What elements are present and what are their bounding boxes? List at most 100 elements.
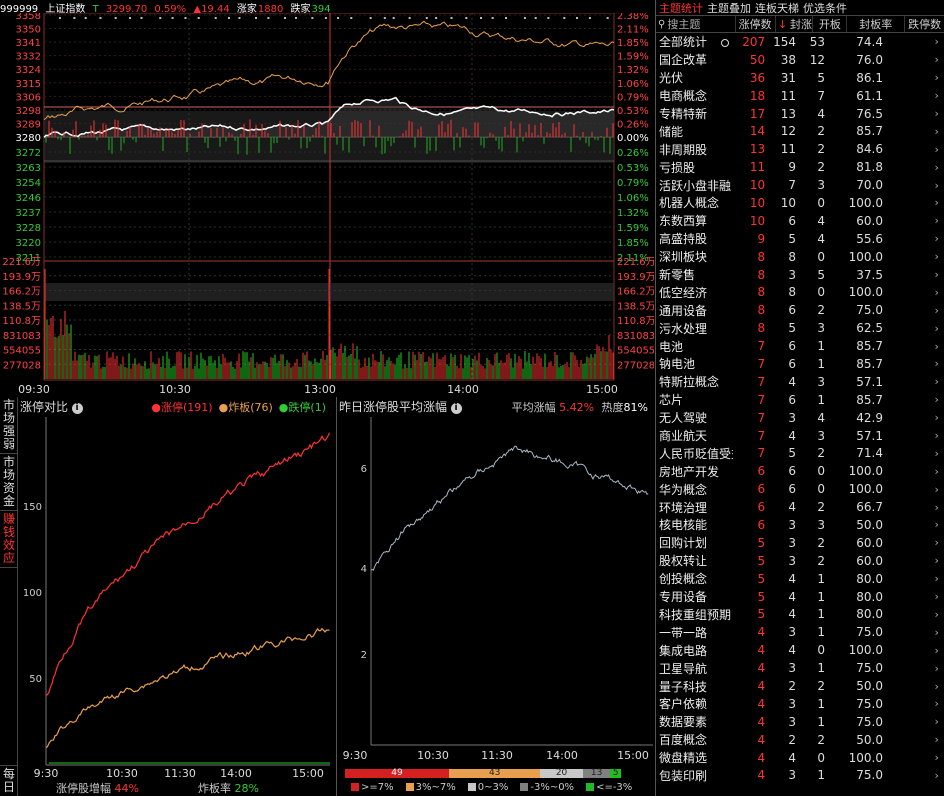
chevron-right-icon[interactable]: › xyxy=(934,643,939,657)
chevron-right-icon[interactable]: › xyxy=(934,53,939,67)
col-limit-up-count[interactable]: 涨停数 xyxy=(736,16,776,32)
theme-row[interactable]: 专用设备 5 4 1 80.0 › xyxy=(656,588,944,606)
theme-row[interactable]: 客户依赖 4 3 1 75.0 › xyxy=(656,695,944,713)
theme-row[interactable]: 机器人概念 10 10 0 100.0 › xyxy=(656,194,944,212)
theme-row[interactable]: 东数西算 10 6 4 60.0 › xyxy=(656,212,944,230)
chevron-right-icon[interactable]: › xyxy=(934,214,939,228)
chevron-right-icon[interactable]: › xyxy=(934,607,939,621)
theme-row[interactable]: 芯片 7 6 1 85.7 › xyxy=(656,391,944,409)
chevron-right-icon[interactable]: › xyxy=(934,196,939,210)
theme-row[interactable]: 量子科技 4 2 2 50.0 › xyxy=(656,677,944,695)
side-tab-daily[interactable]: 每日 xyxy=(0,765,18,796)
theme-row[interactable]: 光伏 36 31 5 86.1 › xyxy=(656,69,944,87)
theme-row[interactable]: 股权转让 5 3 2 60.0 › xyxy=(656,552,944,570)
chevron-right-icon[interactable]: › xyxy=(934,536,939,550)
theme-row[interactable]: 卫星导航 4 3 1 75.0 › xyxy=(656,659,944,677)
theme-row[interactable]: 华为概念 6 6 0 100.0 › xyxy=(656,480,944,498)
chevron-right-icon[interactable]: › xyxy=(934,500,939,514)
chevron-right-icon[interactable]: › xyxy=(934,268,939,282)
side-tab-market-funds[interactable]: 市场资金 xyxy=(0,454,18,511)
chevron-right-icon[interactable]: › xyxy=(934,321,939,335)
legend-broken[interactable]: ●炸板(76) xyxy=(219,401,273,414)
theme-row[interactable]: 污水处理 8 5 3 62.5 › xyxy=(656,319,944,337)
theme-row[interactable]: 低空经济 8 8 0 100.0 › xyxy=(656,283,944,301)
col-sealed[interactable]: 封涨 xyxy=(790,16,814,32)
legend-limit-up[interactable]: ●涨停(191) xyxy=(151,401,212,414)
theme-row[interactable]: 亏损股 11 9 2 81.8 › xyxy=(656,158,944,176)
chevron-right-icon[interactable]: › xyxy=(934,339,939,353)
tab-board-ladder[interactable]: 连板天梯 xyxy=(755,2,799,15)
theme-row[interactable]: 百度概念 4 2 2 50.0 › xyxy=(656,731,944,749)
theme-row[interactable]: 全部统计 207 154 53 74.4 › xyxy=(656,33,944,51)
theme-row[interactable]: 创投概念 5 4 1 80.0 › xyxy=(656,570,944,588)
col-opened[interactable]: 开板 xyxy=(813,16,848,32)
chevron-right-icon[interactable]: › xyxy=(934,768,939,782)
theme-row[interactable]: 无人驾驶 7 3 4 42.9 › xyxy=(656,409,944,427)
chevron-right-icon[interactable]: › xyxy=(934,446,939,460)
theme-search[interactable]: ⚲ 搜主题 xyxy=(656,16,736,32)
info-icon[interactable]: i xyxy=(450,402,462,414)
tab-theme-overlay[interactable]: 主题叠加 xyxy=(707,2,751,15)
chevron-right-icon[interactable]: › xyxy=(934,697,939,711)
theme-row[interactable]: 特斯拉概念 7 4 3 57.1 › xyxy=(656,373,944,391)
intraday-chart[interactable]: 3358 2.38% 3350 2.11% 3341 1.85% 3332 1.59% 3324… xyxy=(0,11,655,396)
col-seal-rate[interactable]: 封板率 xyxy=(847,16,906,32)
legend-limit-down[interactable]: ●跌停(1) xyxy=(279,401,326,414)
col-limit-down[interactable]: 跌停数 xyxy=(905,16,944,32)
chevron-right-icon[interactable]: › xyxy=(934,71,939,85)
chevron-right-icon[interactable]: › xyxy=(934,751,939,765)
chevron-right-icon[interactable]: › xyxy=(934,35,939,49)
side-tab-market-strength[interactable]: 市场强弱 xyxy=(0,397,18,454)
theme-row[interactable]: 高盛持股 9 5 4 55.6 › xyxy=(656,230,944,248)
chevron-right-icon[interactable]: › xyxy=(934,357,939,371)
chevron-right-icon[interactable]: › xyxy=(934,411,939,425)
chevron-right-icon[interactable]: › xyxy=(934,661,939,675)
theme-row[interactable]: 回购计划 5 3 2 60.0 › xyxy=(656,534,944,552)
chevron-right-icon[interactable]: › xyxy=(934,482,939,496)
chevron-right-icon[interactable]: › xyxy=(934,285,939,299)
chevron-right-icon[interactable]: › xyxy=(934,178,939,192)
chevron-right-icon[interactable]: › xyxy=(934,107,939,120)
chevron-right-icon[interactable]: › xyxy=(934,124,939,138)
theme-row[interactable]: 环境治理 6 4 2 66.7 › xyxy=(656,498,944,516)
theme-row[interactable]: 钠电池 7 6 1 85.7 › xyxy=(656,355,944,373)
tab-filter-conditions[interactable]: 优选条件 xyxy=(803,2,847,15)
theme-row[interactable]: 房地产开发 6 6 0 100.0 › xyxy=(656,462,944,480)
refresh-icon[interactable] xyxy=(721,38,730,47)
theme-row[interactable]: 商业航天 7 4 3 57.1 › xyxy=(656,427,944,445)
chevron-right-icon[interactable]: › xyxy=(934,375,939,389)
theme-row[interactable]: 通用设备 8 6 2 75.0 › xyxy=(656,301,944,319)
chevron-right-icon[interactable]: › xyxy=(934,303,939,317)
side-tab-profit-effect[interactable]: 赚钱效应 xyxy=(0,511,18,568)
theme-row[interactable]: 深圳板块 8 8 0 100.0 › xyxy=(656,248,944,266)
theme-row[interactable]: 核电核能 6 3 3 50.0 › xyxy=(656,516,944,534)
info-icon[interactable]: i xyxy=(71,402,83,414)
theme-row[interactable]: 电池 7 6 1 85.7 › xyxy=(656,337,944,355)
theme-row[interactable]: 集成电路 4 4 0 100.0 › xyxy=(656,641,944,659)
chevron-right-icon[interactable]: › xyxy=(934,625,939,639)
theme-row[interactable]: 微盘精选 4 4 0 100.0 › xyxy=(656,749,944,767)
chevron-right-icon[interactable]: › xyxy=(934,393,939,407)
chevron-right-icon[interactable]: › xyxy=(934,679,939,693)
tab-theme-stats[interactable]: 主题统计 xyxy=(659,2,703,15)
theme-row[interactable]: 一带一路 4 3 1 75.0 › xyxy=(656,623,944,641)
theme-row[interactable]: 人民币贬值受益 7 5 2 71.4 › xyxy=(656,444,944,462)
chevron-right-icon[interactable]: › xyxy=(934,715,939,729)
theme-row[interactable]: 活跃小盘非融 10 7 3 70.0 › xyxy=(656,176,944,194)
chevron-right-icon[interactable]: › xyxy=(934,142,939,156)
chevron-right-icon[interactable]: › xyxy=(934,160,939,174)
theme-row[interactable]: 科技重组预期 5 4 1 80.0 › xyxy=(656,606,944,624)
theme-row[interactable]: 储能 14 12 2 85.7 › xyxy=(656,122,944,140)
chevron-right-icon[interactable]: › xyxy=(934,250,939,264)
chevron-right-icon[interactable]: › xyxy=(934,733,939,747)
theme-row[interactable]: 专精特新 17 13 4 76.5 › xyxy=(656,105,944,123)
theme-row[interactable]: 数据要素 4 3 1 75.0 › xyxy=(656,713,944,731)
theme-row[interactable]: 新零售 8 3 5 37.5 › xyxy=(656,266,944,284)
chevron-right-icon[interactable]: › xyxy=(934,232,939,246)
sort-arrow-icon[interactable]: ↓ xyxy=(777,17,788,31)
chevron-right-icon[interactable]: › xyxy=(934,518,939,532)
theme-search-input[interactable]: 搜主题 xyxy=(667,18,701,31)
theme-row[interactable]: 包装印刷 4 3 1 75.0 › xyxy=(656,767,944,785)
theme-row[interactable]: 国企改革 50 38 12 76.0 › xyxy=(656,51,944,69)
theme-row[interactable]: 电商概念 18 11 7 61.1 › xyxy=(656,87,944,105)
